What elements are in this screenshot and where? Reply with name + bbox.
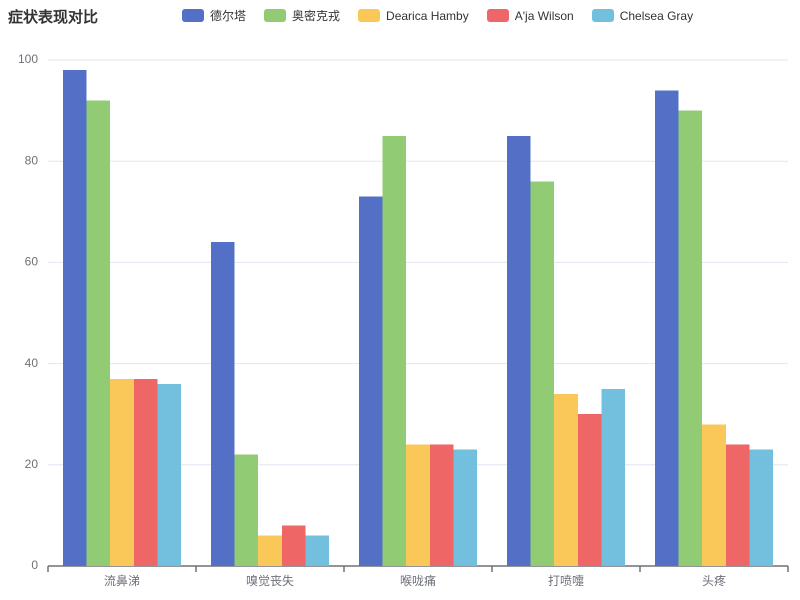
legend-swatch — [264, 9, 286, 22]
y-tick-label: 40 — [25, 356, 39, 370]
y-tick-label: 100 — [18, 52, 38, 66]
y-tick-label: 0 — [31, 558, 38, 572]
legend-item[interactable]: 奥密克戎 — [264, 7, 340, 24]
legend-item[interactable]: A'ja Wilson — [487, 9, 574, 23]
bar[interactable] — [382, 136, 406, 566]
legend-label: A'ja Wilson — [515, 9, 574, 23]
bar[interactable] — [110, 379, 134, 566]
bar[interactable] — [678, 111, 702, 566]
legend-label: Chelsea Gray — [620, 9, 693, 23]
chart-title: 症状表现对比 — [8, 6, 98, 27]
plot-area: 020406080100流鼻涕嗅觉丧失喉咙痛打喷嚏头疼 — [48, 60, 788, 566]
bar[interactable] — [554, 394, 578, 566]
bar[interactable] — [211, 242, 235, 566]
legend-item[interactable]: Chelsea Gray — [592, 9, 693, 23]
legend: 德尔塔 奥密克戎 Dearica Hamby A'ja Wilson Chelsea G… — [182, 7, 693, 24]
bar[interactable] — [359, 197, 383, 566]
chart-root: 症状表现对比 德尔塔 奥密克戎 Dearica Hamby A'ja Wilson Ch… — [0, 0, 800, 600]
legend-swatch — [182, 9, 204, 22]
bar[interactable] — [258, 536, 282, 566]
bar[interactable] — [726, 445, 750, 566]
bar[interactable] — [234, 455, 258, 566]
legend-label: Dearica Hamby — [386, 9, 469, 23]
bar[interactable] — [158, 384, 182, 566]
bar[interactable] — [602, 389, 626, 566]
bar[interactable] — [282, 526, 306, 566]
x-tick-label: 头疼 — [702, 573, 726, 588]
bar[interactable] — [655, 90, 679, 566]
bar[interactable] — [578, 414, 602, 566]
bar[interactable] — [63, 70, 87, 566]
legend-swatch — [358, 9, 380, 22]
bar[interactable] — [406, 445, 430, 566]
x-tick-label: 流鼻涕 — [104, 573, 140, 588]
bar[interactable] — [507, 136, 531, 566]
legend-label: 德尔塔 — [210, 7, 246, 24]
bar[interactable] — [702, 424, 726, 566]
bar[interactable] — [530, 181, 554, 566]
legend-swatch — [592, 9, 614, 22]
x-tick-label: 打喷嚏 — [548, 574, 584, 588]
bar[interactable] — [306, 536, 330, 566]
y-tick-label: 80 — [25, 153, 39, 167]
x-tick-label: 嗅觉丧失 — [246, 573, 294, 588]
y-tick-label: 60 — [25, 255, 39, 269]
x-tick-label: 喉咙痛 — [400, 573, 436, 588]
bar[interactable] — [430, 445, 454, 566]
legend-item[interactable]: Dearica Hamby — [358, 9, 469, 23]
bar[interactable] — [86, 100, 110, 566]
legend-swatch — [487, 9, 509, 22]
plot-svg: 020406080100流鼻涕嗅觉丧失喉咙痛打喷嚏头疼 — [48, 60, 788, 566]
bar[interactable] — [750, 450, 774, 566]
y-tick-label: 20 — [25, 457, 39, 471]
legend-label: 奥密克戎 — [292, 7, 340, 24]
legend-item[interactable]: 德尔塔 — [182, 7, 246, 24]
bar[interactable] — [454, 450, 478, 566]
bar[interactable] — [134, 379, 158, 566]
